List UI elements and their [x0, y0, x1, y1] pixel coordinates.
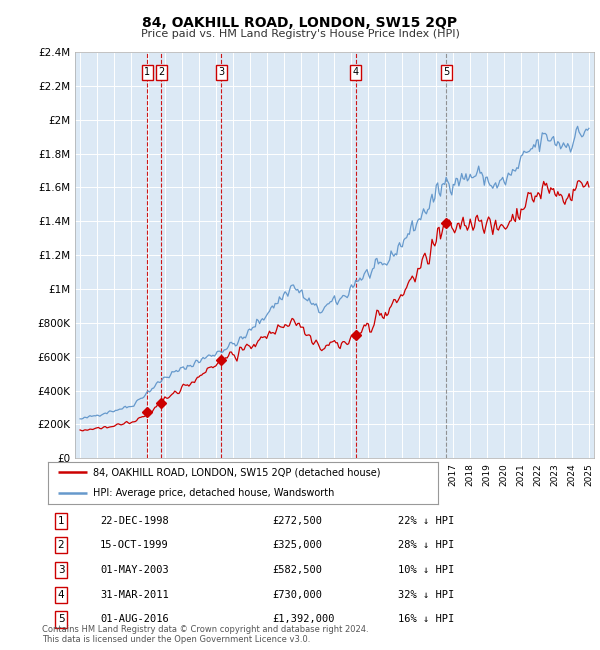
Text: £272,500: £272,500 — [272, 515, 322, 526]
Text: 2: 2 — [58, 540, 64, 551]
Text: 22% ↓ HPI: 22% ↓ HPI — [398, 515, 454, 526]
Text: 16% ↓ HPI: 16% ↓ HPI — [398, 614, 454, 625]
Text: Contains HM Land Registry data © Crown copyright and database right 2024.: Contains HM Land Registry data © Crown c… — [42, 625, 368, 634]
Text: 5: 5 — [58, 614, 64, 625]
Text: HPI: Average price, detached house, Wandsworth: HPI: Average price, detached house, Wand… — [93, 488, 334, 498]
Text: 4: 4 — [353, 68, 359, 77]
Text: 4: 4 — [58, 590, 64, 600]
Text: 84, OAKHILL ROAD, LONDON, SW15 2QP: 84, OAKHILL ROAD, LONDON, SW15 2QP — [142, 16, 458, 31]
Text: 10% ↓ HPI: 10% ↓ HPI — [398, 565, 454, 575]
Text: Price paid vs. HM Land Registry's House Price Index (HPI): Price paid vs. HM Land Registry's House … — [140, 29, 460, 38]
Text: 31-MAR-2011: 31-MAR-2011 — [100, 590, 169, 600]
Text: 22-DEC-1998: 22-DEC-1998 — [100, 515, 169, 526]
Text: 15-OCT-1999: 15-OCT-1999 — [100, 540, 169, 551]
Text: 84, OAKHILL ROAD, LONDON, SW15 2QP (detached house): 84, OAKHILL ROAD, LONDON, SW15 2QP (deta… — [93, 467, 380, 478]
Text: 5: 5 — [443, 68, 449, 77]
Text: £325,000: £325,000 — [272, 540, 322, 551]
Text: 32% ↓ HPI: 32% ↓ HPI — [398, 590, 454, 600]
Text: 01-MAY-2003: 01-MAY-2003 — [100, 565, 169, 575]
Text: £730,000: £730,000 — [272, 590, 322, 600]
Text: £1,392,000: £1,392,000 — [272, 614, 335, 625]
Text: 1: 1 — [145, 68, 151, 77]
Text: 1: 1 — [58, 515, 64, 526]
Text: 3: 3 — [58, 565, 64, 575]
Text: £582,500: £582,500 — [272, 565, 322, 575]
Text: 28% ↓ HPI: 28% ↓ HPI — [398, 540, 454, 551]
Text: 2: 2 — [158, 68, 164, 77]
Text: 3: 3 — [218, 68, 224, 77]
Text: This data is licensed under the Open Government Licence v3.0.: This data is licensed under the Open Gov… — [42, 634, 310, 644]
Text: 01-AUG-2016: 01-AUG-2016 — [100, 614, 169, 625]
